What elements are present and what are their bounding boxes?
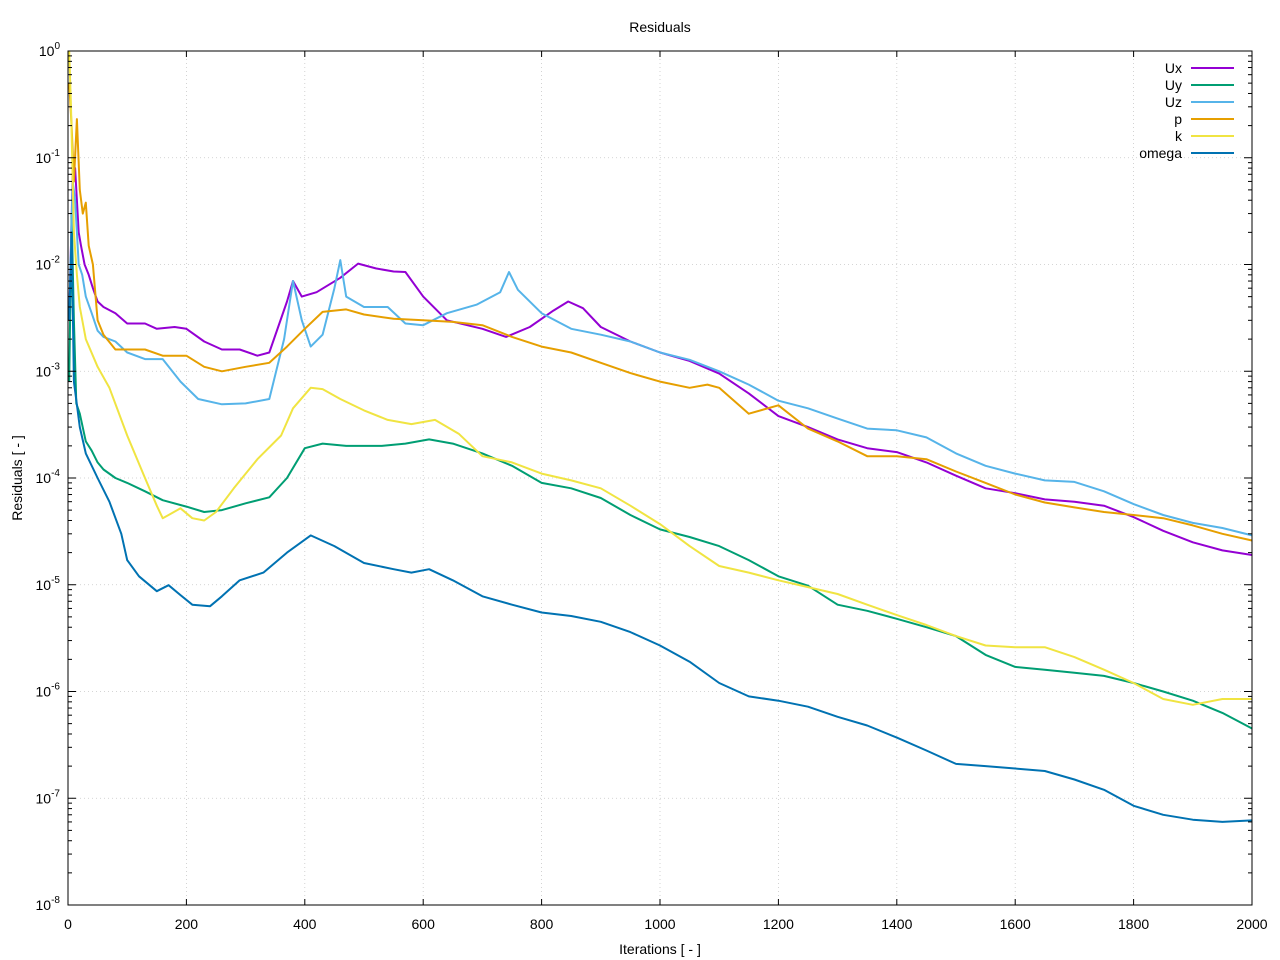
series-line-Uz bbox=[68, 180, 1253, 537]
y-tick-exponent: -1 bbox=[51, 148, 60, 159]
legend-label-k: k bbox=[1175, 128, 1183, 144]
y-tick-base: 10 bbox=[36, 897, 52, 913]
legend-label-Uz: Uz bbox=[1165, 94, 1182, 110]
x-tick-label: 1800 bbox=[1118, 916, 1149, 932]
y-tick-exponent: -3 bbox=[51, 361, 60, 372]
y-tick-exponent: -2 bbox=[51, 255, 60, 266]
y-tick-exponent: -7 bbox=[51, 788, 60, 799]
y-tick-exponent: 0 bbox=[54, 41, 60, 52]
legend-label-Ux: Ux bbox=[1165, 60, 1182, 76]
x-tick-label: 600 bbox=[412, 916, 436, 932]
legend-label-omega: omega bbox=[1139, 145, 1182, 161]
x-tick-label: 0 bbox=[64, 916, 72, 932]
y-tick-exponent: -4 bbox=[51, 468, 60, 479]
x-tick-label: 2000 bbox=[1236, 916, 1267, 932]
legend-label-p: p bbox=[1174, 111, 1182, 127]
chart-title: Residuals bbox=[629, 19, 690, 35]
y-tick-label: 10-8 bbox=[36, 895, 61, 913]
x-tick-label: 400 bbox=[293, 916, 317, 932]
y-tick-base: 10 bbox=[36, 577, 52, 593]
y-tick-exponent: -6 bbox=[51, 682, 60, 693]
x-tick-label: 1400 bbox=[881, 916, 912, 932]
y-tick-label: 10-2 bbox=[36, 255, 61, 273]
y-tick-label: 10-6 bbox=[36, 682, 61, 700]
y-tick-exponent: -5 bbox=[51, 575, 60, 586]
y-tick-label: 100 bbox=[39, 41, 61, 59]
legend-label-Uy: Uy bbox=[1165, 77, 1182, 93]
y-axis-label: Residuals [ - ] bbox=[9, 435, 25, 521]
series-line-p bbox=[68, 83, 1253, 542]
axis-ticks: 0 200 400 600 800 1000 1200 1400 1600 1800 2000100… bbox=[36, 41, 1268, 932]
series-line-Ux bbox=[68, 167, 1253, 556]
y-tick-base: 10 bbox=[36, 363, 52, 379]
y-tick-label: 10-5 bbox=[36, 575, 61, 593]
x-tick-label: 1200 bbox=[763, 916, 794, 932]
x-axis-label: Iterations [ - ] bbox=[619, 941, 701, 957]
y-tick-label: 10-7 bbox=[36, 788, 61, 806]
y-tick-base: 10 bbox=[36, 257, 52, 273]
y-tick-label: 10-1 bbox=[36, 148, 61, 166]
series-line-k bbox=[68, 50, 1252, 706]
y-tick-base: 10 bbox=[36, 470, 52, 486]
y-tick-label: 10-4 bbox=[36, 468, 61, 486]
y-tick-base: 10 bbox=[36, 150, 52, 166]
y-tick-base: 10 bbox=[39, 43, 55, 59]
y-tick-base: 10 bbox=[36, 684, 52, 700]
x-tick-label: 200 bbox=[175, 916, 199, 932]
x-tick-label: 1600 bbox=[1000, 916, 1031, 932]
series-lines bbox=[68, 50, 1253, 823]
y-tick-exponent: -8 bbox=[51, 895, 60, 906]
y-tick-label: 10-3 bbox=[36, 361, 61, 379]
series-line-Uy bbox=[68, 212, 1253, 730]
y-tick-base: 10 bbox=[36, 790, 52, 806]
x-tick-label: 1000 bbox=[644, 916, 675, 932]
x-tick-label: 800 bbox=[530, 916, 554, 932]
grid-lines bbox=[68, 51, 1252, 905]
series-line-omega bbox=[68, 231, 1253, 823]
